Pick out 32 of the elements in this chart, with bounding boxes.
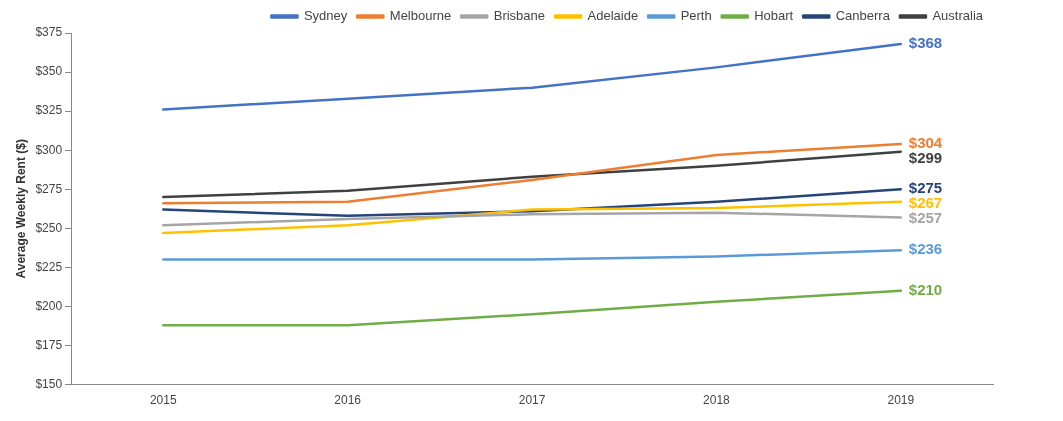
- legend-label: Perth: [680, 8, 712, 24]
- y-tick-label: $325: [35, 103, 63, 118]
- data-label: $210: [908, 280, 943, 298]
- legend-label: Hobart: [754, 8, 794, 24]
- data-label: $267: [908, 194, 943, 212]
- data-label: $368: [908, 34, 943, 52]
- x-tick-label: 2017: [518, 393, 546, 408]
- x-tick-label: 2019: [887, 393, 915, 408]
- data-label: $236: [908, 240, 943, 258]
- x-tick-label: 2015: [149, 393, 177, 408]
- legend-label: Brisbane: [493, 8, 546, 24]
- data-label: $299: [908, 149, 943, 167]
- y-tick-label: $375: [35, 25, 63, 40]
- data-label: $304: [908, 134, 943, 152]
- legend-label: Melbourne: [389, 8, 452, 24]
- data-label: $257: [908, 209, 943, 227]
- y-tick-label: $300: [35, 142, 63, 157]
- y-tick-label: $200: [35, 298, 63, 313]
- y-axis-title: Average Weekly Rent ($): [13, 139, 28, 279]
- y-tick-label: $250: [35, 220, 63, 235]
- y-tick-label: $225: [35, 259, 63, 274]
- y-tick-label: $175: [35, 337, 63, 352]
- legend-label: Canberra: [835, 8, 891, 24]
- legend-label: Adelaide: [587, 8, 639, 24]
- y-tick-label: $350: [35, 64, 63, 79]
- x-tick-label: 2018: [703, 393, 731, 408]
- y-tick-label: $275: [35, 181, 63, 196]
- legend-label: Australia: [932, 8, 984, 24]
- x-tick-label: 2016: [334, 393, 362, 408]
- y-tick-label: $150: [35, 376, 63, 391]
- data-label: $275: [908, 179, 943, 197]
- legend-label: Sydney: [303, 8, 348, 24]
